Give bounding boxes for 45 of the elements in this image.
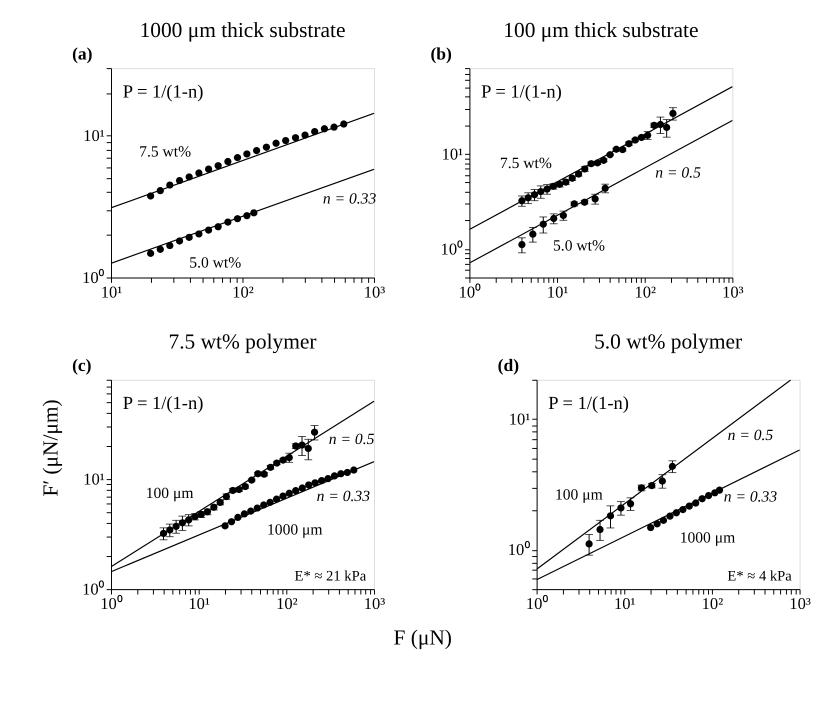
annotation: P = 1/(1-n): [122, 394, 204, 414]
text: (c): [72, 355, 92, 376]
x-tick-label: 10¹: [546, 282, 568, 302]
series-label: 100 μm: [146, 484, 194, 502]
series-label: 7.5 wt%: [500, 154, 552, 172]
annotation: n = 0.33: [316, 488, 370, 506]
text: (a): [72, 43, 93, 64]
chart-title: 5.0 wt% polymer: [594, 330, 742, 354]
x-tick-label: 10³: [789, 594, 811, 614]
x-tick-label: 10¹: [188, 594, 210, 614]
x-tick-label: 10¹: [614, 594, 636, 614]
series-label: 1000 μm: [680, 529, 736, 546]
annotation: n = 0.5: [728, 426, 774, 444]
y-axis-title: F′ (μN/μm): [38, 399, 62, 497]
x-tick-label: 10²: [232, 282, 254, 302]
x-tick-label: 10²: [634, 282, 656, 302]
chart-title: 1000 μm thick substrate: [140, 18, 346, 42]
annotation: n = 0.33: [724, 488, 778, 506]
annotation: n = 0.33: [322, 190, 376, 208]
text: (b): [430, 43, 452, 64]
text: (d): [498, 355, 520, 376]
annotation: E* ≈ 4 kPa: [727, 568, 792, 584]
series-label: 7.5 wt%: [139, 143, 192, 160]
y-tick-label: 10¹: [83, 469, 105, 488]
x-tick-label: 10³: [364, 282, 386, 302]
annotation: n = 0.5: [328, 430, 375, 448]
annotation: P = 1/(1-n): [548, 394, 629, 414]
chart-title: 7.5 wt% polymer: [168, 330, 317, 354]
x-tick-label: 10⁰: [526, 594, 548, 614]
series-label: 100 μm: [554, 486, 603, 504]
chart-title: 100 μm thick substrate: [503, 18, 698, 42]
x-tick-label: 10³: [364, 594, 386, 614]
x-tick-label: 10²: [276, 594, 298, 614]
series-label: 5.0 wt%: [189, 254, 242, 272]
annotation: P = 1/(1-n): [481, 82, 562, 102]
y-tick-label: 10¹: [83, 126, 105, 146]
annotation: P = 1/(1-n): [122, 82, 204, 102]
series-label: 5.0 wt%: [553, 238, 605, 255]
annotation: n = 0.5: [655, 164, 702, 182]
x-tick-label: 10²: [702, 594, 724, 614]
x-tick-label: 10⁰: [458, 282, 482, 302]
x-tick-label: 10³: [722, 282, 744, 302]
x-axis-title: F (μN): [393, 626, 452, 650]
annotation: E* ≈ 21 kPa: [294, 568, 367, 584]
series-label: 1000 μm: [267, 521, 323, 538]
